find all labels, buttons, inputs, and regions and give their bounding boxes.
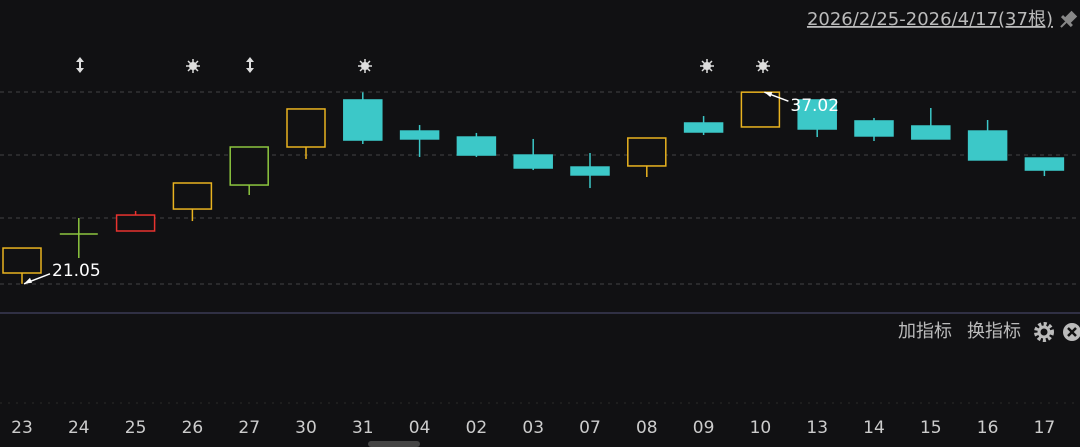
high-label: 37.02 bbox=[790, 96, 839, 116]
body bbox=[967, 130, 1008, 161]
body bbox=[911, 125, 951, 140]
body bbox=[343, 99, 383, 141]
body bbox=[1024, 157, 1065, 171]
x-tick-label: 23 bbox=[11, 418, 33, 438]
event-icon[interactable] bbox=[186, 59, 200, 73]
body bbox=[172, 182, 213, 210]
x-tick-label: 10 bbox=[750, 418, 772, 438]
x-tick-label: 15 bbox=[920, 418, 942, 438]
event-icon[interactable] bbox=[700, 59, 714, 73]
low-label: 21.05 bbox=[52, 261, 101, 281]
body bbox=[399, 130, 440, 140]
x-tick-label: 14 bbox=[863, 418, 885, 438]
event-icons bbox=[76, 57, 770, 73]
x-tick-label: 17 bbox=[1034, 418, 1056, 438]
x-tick-label: 30 bbox=[295, 418, 317, 438]
label-arrowhead bbox=[24, 277, 32, 284]
pin-icon[interactable] bbox=[1056, 9, 1079, 32]
x-tick-label: 02 bbox=[466, 418, 488, 438]
scroll-thumb[interactable] bbox=[368, 441, 420, 447]
body bbox=[854, 120, 894, 137]
x-tick-label: 31 bbox=[352, 418, 374, 438]
event-icon[interactable] bbox=[756, 59, 770, 73]
body bbox=[627, 137, 667, 167]
x-tick-label: 27 bbox=[238, 418, 260, 438]
x-tick-label: 25 bbox=[125, 418, 147, 438]
body bbox=[229, 146, 269, 186]
add-indicator[interactable]: 加指标 bbox=[898, 321, 952, 342]
grid bbox=[0, 91, 1080, 285]
body bbox=[286, 108, 326, 148]
label-arrowhead bbox=[764, 92, 773, 98]
body bbox=[115, 214, 156, 232]
body bbox=[740, 91, 781, 128]
body bbox=[456, 136, 497, 156]
close-icon[interactable] bbox=[1063, 323, 1080, 341]
body bbox=[513, 154, 553, 169]
split-icon[interactable] bbox=[246, 57, 254, 73]
x-tick-label: 26 bbox=[182, 418, 204, 438]
x-tick-label: 08 bbox=[636, 418, 658, 438]
x-tick-label: 04 bbox=[409, 418, 431, 438]
range-label[interactable]: 2026/2/25-2026/4/17(37根) bbox=[807, 9, 1053, 30]
x-tick-label: 13 bbox=[806, 418, 828, 438]
x-tick-label: 09 bbox=[693, 418, 715, 438]
x-tick-label: 24 bbox=[68, 418, 90, 438]
body bbox=[570, 166, 610, 176]
x-tick-label: 16 bbox=[977, 418, 999, 438]
x-tick-label: 07 bbox=[579, 418, 601, 438]
x-tick-label: 03 bbox=[522, 418, 544, 438]
switch-indicator[interactable]: 换指标 bbox=[967, 321, 1021, 342]
split-icon[interactable] bbox=[76, 57, 84, 73]
body bbox=[2, 247, 42, 274]
body bbox=[683, 122, 724, 133]
gear-icon[interactable] bbox=[1034, 322, 1054, 342]
body bbox=[797, 99, 837, 130]
event-icon[interactable] bbox=[358, 59, 372, 73]
